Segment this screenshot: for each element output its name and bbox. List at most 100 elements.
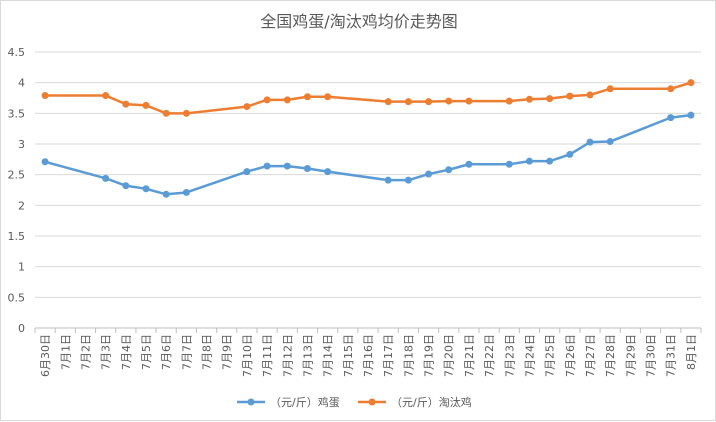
data-point (505, 160, 513, 168)
x-tick-label: 7月6日 (160, 334, 173, 370)
x-tick-label: 7月7日 (180, 334, 193, 370)
data-point (243, 103, 251, 111)
x-tick-label: 6月30日 (39, 334, 52, 377)
data-point (687, 79, 695, 87)
y-tick-label: 1 (18, 261, 25, 274)
data-point (404, 98, 412, 106)
data-point (41, 158, 49, 166)
series-line-2 (45, 81, 692, 115)
data-point (122, 182, 130, 190)
data-point (546, 157, 554, 165)
x-tick-label: 7月29日 (624, 334, 637, 377)
x-tick-label: 7月2日 (79, 334, 92, 370)
y-tick-label: 0 (18, 322, 25, 335)
data-point (41, 92, 49, 100)
data-point (667, 114, 675, 122)
chart-title: 全国鸡蛋/淘汰鸡均价走势图 (260, 12, 457, 31)
data-point (384, 176, 392, 184)
x-tick-label: 7月3日 (100, 334, 113, 370)
x-tick-label: 7月20日 (443, 334, 456, 377)
x-tick-label: 7月9日 (221, 334, 234, 370)
series-line-1 (44, 113, 692, 196)
legend-swatch-marker (368, 398, 376, 406)
y-axis: 0 0.5 1 1.5 2 2.5 3 3.5 4 4.5 (8, 46, 26, 335)
data-point (606, 85, 614, 93)
y-tick-label: 2 (18, 199, 25, 212)
legend-swatch-marker (247, 398, 255, 406)
data-point (162, 190, 170, 198)
x-axis: 6月30日 7月1日 7月2日 7月3日 7月4日 7月5日 7月6日 7月7日 7月8日 7月9… (34, 328, 702, 377)
data-point (324, 168, 332, 176)
x-tick-label: 7月5日 (140, 334, 153, 370)
y-tick-label: 4 (18, 77, 25, 90)
data-point (384, 98, 392, 106)
data-point (283, 162, 291, 170)
data-point (465, 160, 473, 168)
data-point (283, 96, 291, 104)
data-point (142, 185, 150, 193)
data-point (182, 188, 190, 196)
data-point (667, 85, 675, 93)
y-tick-label: 4.5 (8, 46, 26, 59)
x-tick-label: 7月24日 (523, 334, 536, 377)
x-tick-label: 7月17日 (382, 334, 395, 377)
series-lines (41, 79, 695, 198)
x-tick-label: 7月16日 (362, 334, 375, 377)
data-point (182, 109, 190, 117)
data-point (687, 111, 695, 119)
x-tick-label: 7月30日 (645, 334, 658, 377)
legend-label: （元/斤）淘汰鸡 (391, 395, 472, 409)
y-tick-label: 1.5 (8, 230, 26, 243)
x-tick-label: 8月1日 (685, 334, 698, 370)
data-point (445, 97, 453, 105)
data-point (525, 157, 533, 165)
x-tick-label: 7月18日 (402, 334, 415, 377)
x-tick-label: 7月25日 (544, 334, 557, 377)
data-point (102, 174, 110, 182)
data-point (425, 98, 433, 106)
data-point (465, 97, 473, 105)
data-point (505, 97, 513, 105)
data-point (606, 138, 614, 146)
grid-lines (35, 51, 701, 329)
data-point (566, 92, 574, 100)
data-point (566, 150, 574, 158)
x-tick-label: 7月15日 (342, 334, 355, 377)
x-tick-label: 7月1日 (59, 334, 72, 370)
legend-label: （元/斤）鸡蛋 (270, 395, 340, 409)
data-point (586, 91, 594, 99)
y-tick-label: 3.5 (8, 107, 26, 120)
data-point (324, 93, 332, 101)
data-point (102, 92, 110, 100)
x-tick-label: 7月8日 (201, 334, 214, 370)
data-point (263, 96, 271, 104)
data-point (546, 95, 554, 103)
x-tick-label: 7月13日 (301, 334, 314, 377)
x-tick-label: 7月22日 (483, 334, 496, 377)
data-point (525, 95, 533, 103)
x-tick-label: 7月27日 (584, 334, 597, 377)
x-tick-label: 7月23日 (503, 334, 516, 377)
legend: （元/斤）鸡蛋 （元/斤）淘汰鸡 (237, 395, 472, 409)
data-point (586, 138, 594, 146)
y-tick-label: 3 (18, 138, 25, 151)
data-point (162, 109, 170, 117)
x-tick-label: 7月10日 (241, 334, 254, 377)
y-tick-label: 2.5 (8, 169, 26, 182)
x-tick-label: 7月11日 (261, 334, 274, 377)
x-tick-label: 7月19日 (423, 334, 436, 377)
data-point (303, 165, 311, 173)
data-point (404, 176, 412, 184)
x-tick-label: 7月28日 (604, 334, 617, 377)
x-tick-label: 7月14日 (322, 334, 335, 377)
x-tick-label: 7月26日 (564, 334, 577, 377)
data-point (243, 168, 251, 176)
data-point (445, 166, 453, 174)
data-point (303, 93, 311, 101)
data-point (142, 101, 150, 109)
x-tick-label: 7月21日 (463, 334, 476, 377)
data-point (263, 162, 271, 170)
x-tick-label: 7月4日 (120, 334, 133, 370)
